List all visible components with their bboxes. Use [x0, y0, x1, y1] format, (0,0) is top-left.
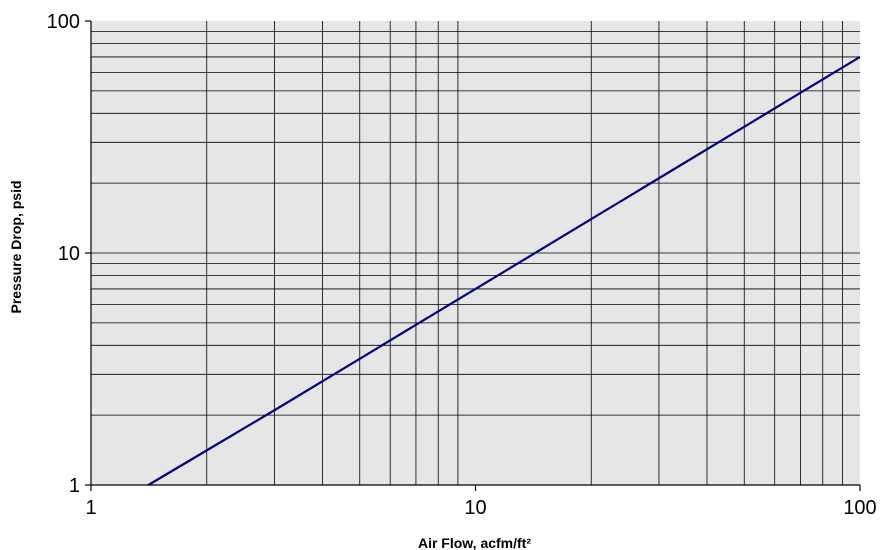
grid-lines	[91, 21, 860, 485]
x-tick-labels: 1 10 100	[85, 485, 877, 519]
y-tick-label: 100	[47, 11, 80, 33]
x-axis-title: Air Flow, acfm/ft²	[418, 535, 531, 550]
y-tick-labels: 1 10 100	[47, 11, 91, 497]
y-tick-label: 10	[58, 243, 80, 265]
x-tick-label: 100	[843, 497, 876, 519]
y-tick-label: 1	[69, 475, 80, 497]
series-line	[147, 55, 861, 486]
y-axis-title: Pressure Drop, psid	[8, 180, 24, 313]
series-layer	[147, 55, 861, 486]
x-tick-label: 1	[85, 497, 96, 519]
x-tick-label: 10	[464, 497, 486, 519]
